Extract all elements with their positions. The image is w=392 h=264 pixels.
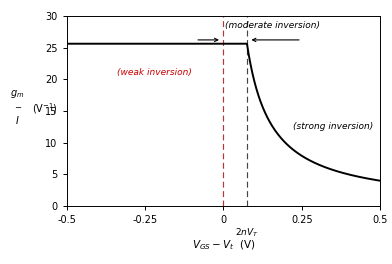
Text: (strong inversion): (strong inversion) [293,122,373,131]
Text: (weak inversion): (weak inversion) [117,68,192,77]
Text: ─: ─ [15,102,20,111]
X-axis label: $V_{GS} - V_t$  (V): $V_{GS} - V_t$ (V) [192,239,255,252]
Text: $I$: $I$ [15,114,20,125]
Text: $g_m$: $g_m$ [11,88,25,100]
Text: (V$^{-1}$): (V$^{-1}$) [32,101,58,116]
Text: (moderate inversion): (moderate inversion) [225,21,320,30]
Text: $2nV_T$: $2nV_T$ [235,226,259,239]
